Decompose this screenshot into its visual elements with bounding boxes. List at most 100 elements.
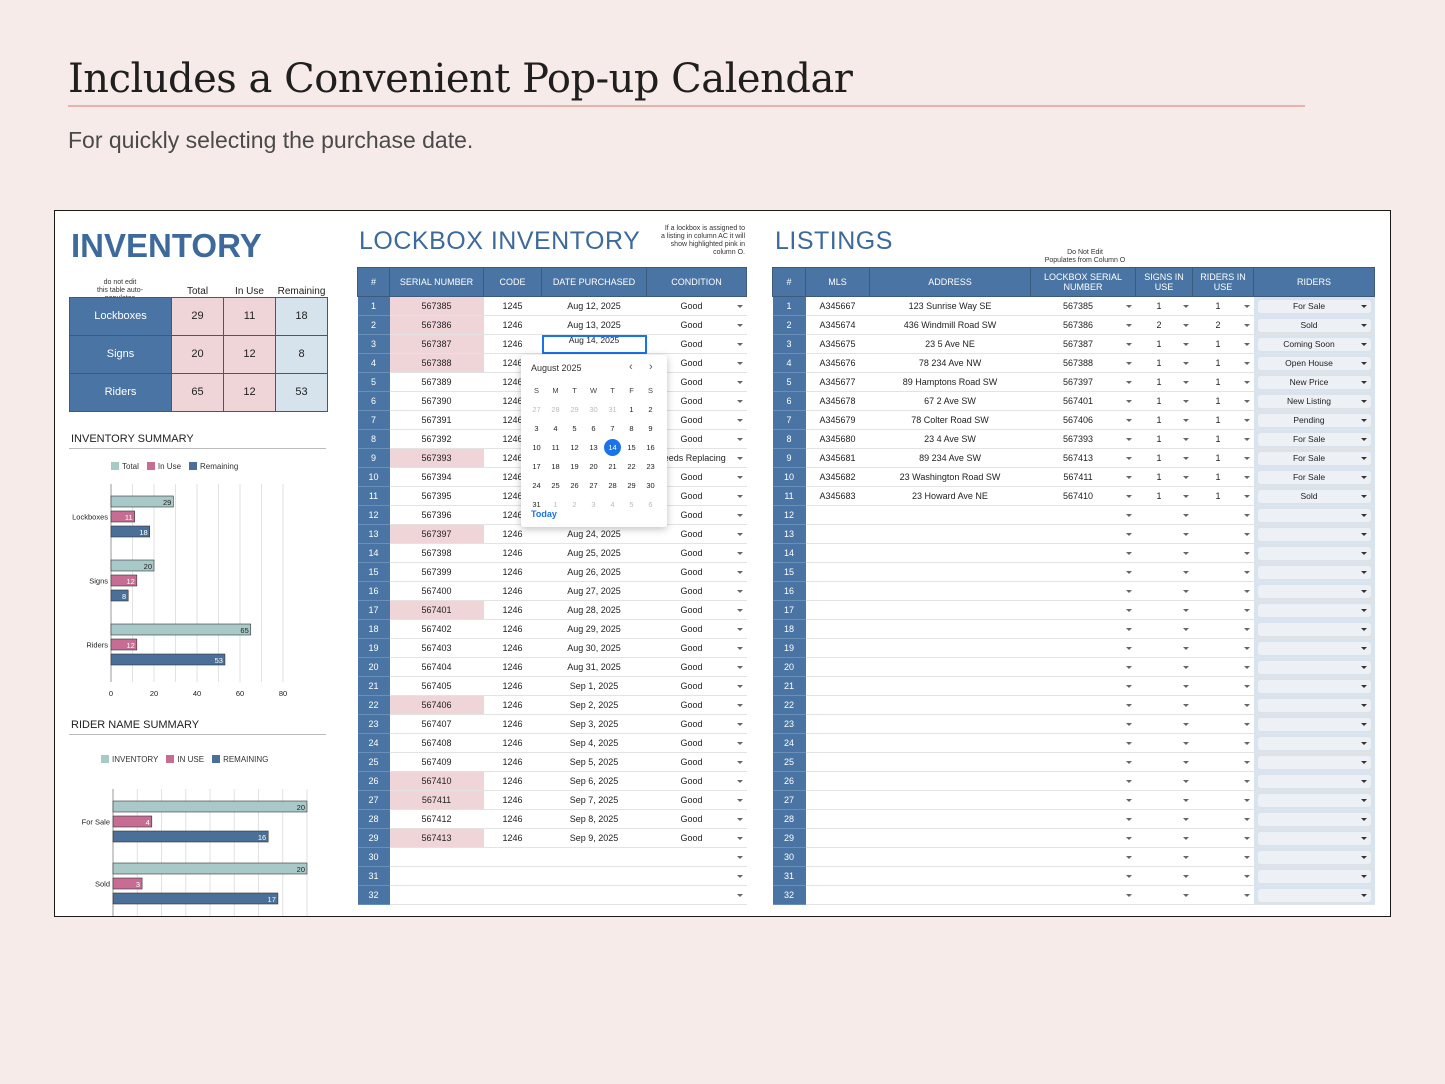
date-cell[interactable] — [541, 866, 647, 886]
cell-in-use[interactable]: 11 — [223, 296, 276, 336]
address-cell[interactable] — [869, 809, 1031, 829]
condition-dropdown[interactable] — [646, 885, 747, 905]
condition-dropdown[interactable]: Good — [646, 828, 747, 848]
lockbox-serial-dropdown[interactable] — [1030, 581, 1136, 601]
date-cell[interactable]: Aug 25, 2025 — [541, 543, 647, 563]
rider-dropdown-chip[interactable] — [1257, 698, 1371, 712]
lockbox-serial-dropdown[interactable]: 567385 — [1030, 296, 1136, 316]
address-cell[interactable] — [869, 562, 1031, 582]
riders-in-use-dropdown[interactable]: 1 — [1192, 410, 1254, 430]
signs-dropdown[interactable] — [1135, 866, 1193, 886]
address-cell[interactable] — [869, 676, 1031, 696]
signs-dropdown[interactable] — [1135, 600, 1193, 620]
col-date-purchased[interactable]: DATE PURCHASED — [541, 267, 647, 297]
rider-dropdown-chip[interactable]: For Sale — [1257, 470, 1371, 484]
address-cell[interactable]: 23 5 Ave NE — [869, 334, 1031, 354]
signs-dropdown[interactable]: 1 — [1135, 429, 1193, 449]
lockbox-serial-dropdown[interactable] — [1030, 847, 1136, 867]
mls-cell[interactable] — [805, 562, 870, 582]
cell-total[interactable]: 65 — [171, 372, 224, 412]
calendar-day[interactable]: 20 — [589, 462, 598, 471]
condition-dropdown[interactable] — [646, 866, 747, 886]
calendar-day[interactable]: 31 — [608, 405, 617, 414]
rider-dropdown-chip[interactable]: For Sale — [1257, 451, 1371, 465]
calendar-day[interactable]: 7 — [610, 424, 615, 433]
serial-cell[interactable]: 567410 — [389, 771, 484, 791]
code-cell[interactable]: 1246 — [483, 638, 542, 658]
address-cell[interactable] — [869, 866, 1031, 886]
calendar-day[interactable]: 4 — [610, 500, 615, 509]
rider-dropdown-chip[interactable]: Pending — [1257, 413, 1371, 427]
calendar-day[interactable]: 11 — [551, 443, 560, 452]
calendar-day[interactable]: 9 — [648, 424, 653, 433]
address-cell[interactable] — [869, 657, 1031, 677]
rider-dropdown-chip[interactable]: Sold — [1257, 318, 1371, 332]
date-cell[interactable]: Sep 1, 2025 — [541, 676, 647, 696]
serial-cell[interactable]: 567405 — [389, 676, 484, 696]
address-cell[interactable] — [869, 543, 1031, 563]
riders-in-use-dropdown[interactable] — [1192, 771, 1254, 791]
mls-cell[interactable] — [805, 676, 870, 696]
address-cell[interactable]: 78 234 Ave NW — [869, 353, 1031, 373]
signs-dropdown[interactable] — [1135, 524, 1193, 544]
calendar-day[interactable]: 25 — [551, 481, 560, 490]
address-cell[interactable] — [869, 600, 1031, 620]
serial-cell[interactable]: 567395 — [389, 486, 484, 506]
lockbox-serial-dropdown[interactable] — [1030, 714, 1136, 734]
calendar-day[interactable]: 5 — [572, 424, 577, 433]
serial-cell[interactable]: 567406 — [389, 695, 484, 715]
serial-cell[interactable]: 567398 — [389, 543, 484, 563]
code-cell[interactable]: 1246 — [483, 771, 542, 791]
date-cell[interactable]: Sep 7, 2025 — [541, 790, 647, 810]
signs-dropdown[interactable] — [1135, 733, 1193, 753]
serial-cell[interactable]: 567397 — [389, 524, 484, 544]
riders-in-use-dropdown[interactable] — [1192, 714, 1254, 734]
rider-dropdown-chip[interactable] — [1257, 831, 1371, 845]
date-cell[interactable]: Aug 14, 2025 — [541, 334, 647, 354]
rider-dropdown-chip[interactable]: New Price — [1257, 375, 1371, 389]
condition-dropdown[interactable]: Good — [646, 391, 747, 411]
signs-dropdown[interactable] — [1135, 676, 1193, 696]
riders-in-use-dropdown[interactable] — [1192, 581, 1254, 601]
date-cell[interactable]: Aug 12, 2025 — [541, 296, 647, 316]
mls-cell[interactable]: A345675 — [805, 334, 870, 354]
calendar-day[interactable]: 2 — [648, 405, 653, 414]
calendar-day[interactable]: 19 — [570, 462, 579, 471]
riders-in-use-dropdown[interactable]: 1 — [1192, 448, 1254, 468]
riders-in-use-dropdown[interactable] — [1192, 524, 1254, 544]
calendar-day[interactable]: 31 — [532, 500, 541, 509]
condition-dropdown[interactable]: Good — [646, 372, 747, 392]
code-cell[interactable] — [483, 847, 542, 867]
signs-dropdown[interactable]: 1 — [1135, 448, 1193, 468]
condition-dropdown[interactable]: Good — [646, 467, 747, 487]
code-cell[interactable]: 1246 — [483, 828, 542, 848]
lockbox-serial-dropdown[interactable] — [1030, 771, 1136, 791]
serial-cell[interactable]: 567386 — [389, 315, 484, 335]
riders-in-use-dropdown[interactable] — [1192, 657, 1254, 677]
rider-dropdown-chip[interactable] — [1257, 812, 1371, 826]
serial-cell[interactable]: 567407 — [389, 714, 484, 734]
address-cell[interactable]: 89 Hamptons Road SW — [869, 372, 1031, 392]
riders-in-use-dropdown[interactable]: 1 — [1192, 334, 1254, 354]
condition-dropdown[interactable]: Good — [646, 733, 747, 753]
mls-cell[interactable] — [805, 866, 870, 886]
rider-dropdown-chip[interactable] — [1257, 793, 1371, 807]
code-cell[interactable]: 1246 — [483, 714, 542, 734]
address-cell[interactable] — [869, 733, 1031, 753]
mls-cell[interactable]: A345677 — [805, 372, 870, 392]
lockbox-serial-dropdown[interactable] — [1030, 676, 1136, 696]
signs-dropdown[interactable] — [1135, 619, 1193, 639]
date-cell[interactable]: Aug 26, 2025 — [541, 562, 647, 582]
signs-dropdown[interactable] — [1135, 790, 1193, 810]
mls-cell[interactable] — [805, 657, 870, 677]
code-cell[interactable]: 1246 — [483, 676, 542, 696]
mls-cell[interactable] — [805, 771, 870, 791]
rider-dropdown-chip[interactable]: For Sale — [1257, 432, 1371, 446]
mls-cell[interactable]: A345678 — [805, 391, 870, 411]
mls-cell[interactable]: A345683 — [805, 486, 870, 506]
rider-dropdown-chip[interactable] — [1257, 508, 1371, 522]
calendar-day[interactable]: 26 — [570, 481, 579, 490]
mls-cell[interactable] — [805, 714, 870, 734]
serial-cell[interactable]: 567412 — [389, 809, 484, 829]
code-cell[interactable]: 1246 — [483, 752, 542, 772]
